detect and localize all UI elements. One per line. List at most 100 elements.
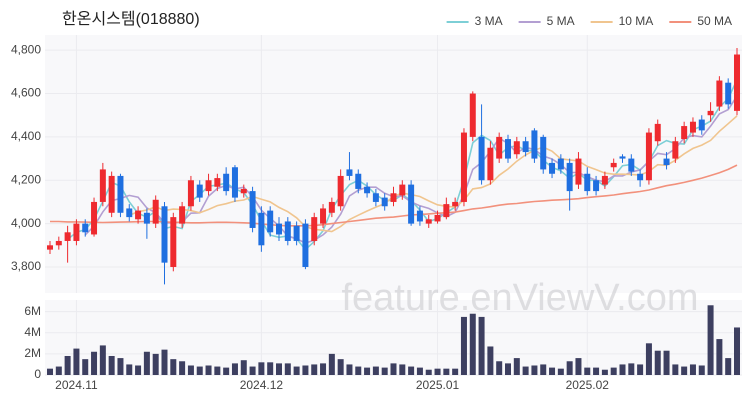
candle-body [240, 188, 247, 194]
candle-body [214, 178, 221, 187]
volume-bar [64, 355, 71, 375]
candle-body [408, 184, 415, 224]
volume-bar [126, 364, 133, 375]
candle-body [179, 206, 186, 224]
x-tick-label: 2024.11 [55, 378, 98, 392]
volume-bar [425, 369, 432, 375]
candle-body [143, 212, 150, 224]
volume-bar [619, 364, 626, 375]
candle-body [320, 208, 327, 224]
candle-body [73, 223, 80, 241]
candle-body [716, 80, 723, 107]
candle-body [372, 193, 379, 202]
volume-bar [654, 350, 661, 375]
volume-bar [505, 363, 511, 375]
candle-body [645, 132, 652, 181]
volume-bar [487, 346, 494, 375]
candle-body [593, 180, 600, 192]
candle-body [663, 158, 670, 166]
volume-bar [663, 350, 670, 375]
volume-bar [399, 364, 406, 375]
volume-bar [346, 364, 353, 375]
volume-bar [179, 361, 186, 375]
candle-body [584, 173, 591, 192]
volume-bar [566, 361, 573, 375]
candle-body [487, 147, 494, 181]
candle-body [108, 175, 115, 213]
candle-body [672, 141, 679, 159]
volume-bar [522, 366, 529, 375]
candle-body [460, 132, 467, 202]
candle-body [689, 121, 696, 133]
candle-body [531, 130, 538, 159]
candle-body [549, 162, 556, 174]
volume-bar [82, 359, 89, 375]
volume-bar [223, 367, 230, 375]
volume-bar [170, 359, 177, 375]
volume-bar [601, 369, 608, 375]
ma-line [129, 115, 738, 233]
candle-body [452, 201, 459, 207]
chart-title: 한온시스템(018880) [62, 10, 200, 28]
volume-bar [99, 345, 106, 375]
y-tick-label: 4,200 [11, 172, 41, 186]
y-tick-label: 4,800 [11, 42, 41, 56]
volume-bar [443, 368, 450, 375]
x-tick-label: 2024.12 [240, 378, 284, 392]
volume-bar [320, 363, 327, 375]
candle-body [575, 158, 582, 185]
candle-body [364, 186, 371, 194]
candle-body [505, 139, 511, 159]
candle-body [258, 212, 265, 246]
volume-bar [355, 366, 362, 375]
y-tick-label: 4,600 [11, 86, 41, 100]
volume-bar [161, 349, 168, 375]
x-tick-label: 2025.02 [566, 378, 610, 392]
candle-body [566, 162, 573, 192]
volume-bar [698, 365, 705, 375]
volume-bar [513, 358, 520, 375]
volume-bar [734, 327, 740, 375]
candle-body [478, 136, 485, 181]
candle-body [267, 210, 274, 233]
volume-bar [196, 366, 203, 375]
candle-body [725, 82, 732, 105]
candle-body [513, 141, 520, 155]
candle-body [355, 173, 362, 189]
volume-bar [452, 368, 459, 375]
candle-body [399, 184, 406, 196]
candle-body [610, 162, 617, 168]
volume-bar [716, 339, 723, 375]
volume-bar [47, 368, 53, 375]
y-tick-label: 4,400 [11, 129, 41, 143]
candle-body [698, 119, 705, 131]
candle-body [64, 232, 71, 241]
candle-body [381, 197, 388, 207]
candle-body [496, 136, 503, 159]
volume-bar [364, 367, 371, 375]
volume-bar [73, 348, 80, 375]
candle-body [99, 169, 106, 202]
volume-bar [575, 358, 582, 375]
volume-bar [610, 367, 617, 375]
candle-body [126, 208, 133, 218]
volume-bar [460, 316, 467, 375]
candle-body [170, 217, 177, 267]
volume-bar [707, 305, 714, 375]
candle-body [328, 201, 335, 213]
volume-bar [628, 363, 635, 375]
candle-body [425, 219, 432, 224]
volume-bar [302, 365, 309, 375]
volume-bar [117, 358, 124, 375]
candle-body [311, 217, 318, 241]
candle-body [223, 173, 230, 192]
candle-body [469, 93, 476, 137]
volume-bar [152, 353, 159, 375]
volume-bar [205, 365, 212, 375]
volume-bar [267, 362, 274, 375]
candle-body [205, 180, 212, 192]
volume-bar [557, 368, 564, 375]
candle-body [117, 175, 124, 213]
candle-body [557, 158, 564, 170]
